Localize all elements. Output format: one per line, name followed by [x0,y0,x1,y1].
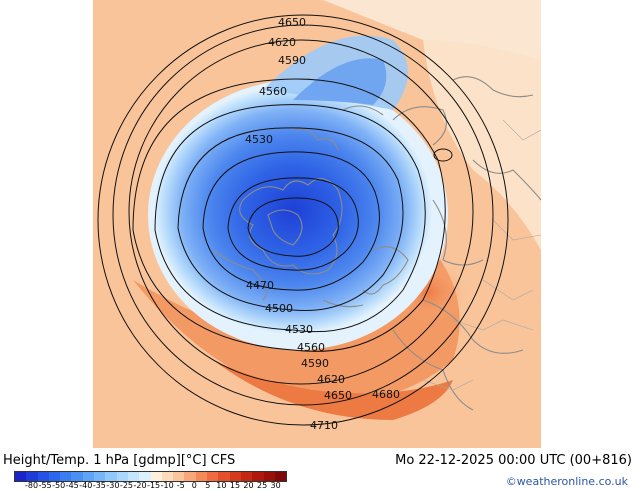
cold-vortex-core [153,85,433,335]
colorbar-swatch [105,472,117,481]
contour-label: 4560 [297,341,325,354]
warm-band-deep [213,360,453,420]
colorbar-label: -45 [65,481,79,490]
colorbar-label: -25 [119,481,134,490]
map-panel: 4650 4620 4590 4560 4530 4470 4500 4530 … [93,0,541,448]
height-contours [97,14,509,426]
contour-label: 4590 [301,357,329,370]
colorbar-swatch [150,472,162,481]
colorbar-swatch [252,472,264,481]
contour-label: 4500 [265,302,293,315]
colorbar-swatch [263,472,275,481]
colorbar-label: 0 [191,481,197,490]
credit-link[interactable]: ©weatheronline.co.uk [505,475,628,488]
colorbar-swatch [37,472,49,481]
temperature-colorbar [14,471,288,482]
colorbar-swatch [207,472,219,481]
contour-labels: 4650 4620 4590 4560 4530 4470 4500 4530 … [245,16,400,432]
colorbar-swatch [127,472,140,481]
contour-label: 4620 [317,373,345,386]
colorbar-label: -50 [52,481,66,490]
contour-label: 4650 [278,16,306,29]
colorbar-label: 30 [270,481,281,490]
light-region-north [323,0,541,60]
height-temperature-map: 4650 4620 4590 4560 4530 4470 4500 4530 … [93,0,541,448]
country-borders [422,119,541,391]
contour-label: 4710 [310,419,338,432]
colorbar-label: -10 [160,481,174,490]
colorbar-swatch [195,472,208,481]
coastlines [212,76,541,411]
contour-label: 4620 [268,36,296,49]
contour-label: 4680 [372,388,400,401]
colorbar-swatch [139,472,151,481]
colorbar-label: 15 [229,481,241,490]
warm-band-south [133,250,460,402]
colorbar-swatch [229,472,241,481]
colorbar-swatch [274,472,287,481]
colorbar-label: 5 [205,481,211,490]
colorbar-swatch [15,472,27,481]
colorbar-swatch [184,472,196,481]
colorbar-labels: -80 -55 -50 -45 -40 -35 -30 -25 -20 -15 -10 -5 0 5 10 1… [14,481,354,490]
colorbar-label: -35 [92,481,106,490]
colorbar-label: -55 [38,481,52,490]
colorbar-swatch [60,472,72,481]
map-title: Height/Temp. 1 hPa [gdmp][°C] CFS [3,453,236,468]
colorbar-label: -20 [133,481,147,490]
contour-label: 4530 [245,133,273,146]
colorbar-swatch [26,472,38,481]
contour-label: 4470 [246,279,274,292]
contour-label: 4650 [324,389,352,402]
colorbar-label: 25 [256,481,268,490]
colorbar-label: -40 [79,481,93,490]
colorbar-swatch [94,472,106,481]
contour-label: 4590 [278,54,306,67]
valid-datetime: Mo 22-12-2025 00:00 UTC (00+816) [395,453,632,468]
colorbar-swatch [240,472,253,481]
colorbar-swatch [82,472,95,481]
colorbar-label: -30 [106,481,120,490]
colorbar-swatch [48,472,61,481]
colorbar-label: 20 [243,481,254,490]
colorbar-label: -80 [25,481,39,490]
light-region-northeast [423,37,541,250]
colorbar-swatch [71,472,83,481]
colorbar-swatch [116,472,128,481]
footer: Height/Temp. 1 hPa [gdmp][°C] CFS Mo 22-… [0,448,634,490]
contour-label: 4560 [259,85,287,98]
cold-lobe-north-inner [293,58,387,105]
colorbar-swatch [173,472,185,481]
colorbar-swatch [218,472,230,481]
colorbar-label: -15 [147,481,161,490]
colorbar-label: -5 [176,481,185,490]
colorbar-label: 10 [216,481,227,490]
colorbar-swatch [161,472,174,481]
contour-label: 4530 [285,323,313,336]
